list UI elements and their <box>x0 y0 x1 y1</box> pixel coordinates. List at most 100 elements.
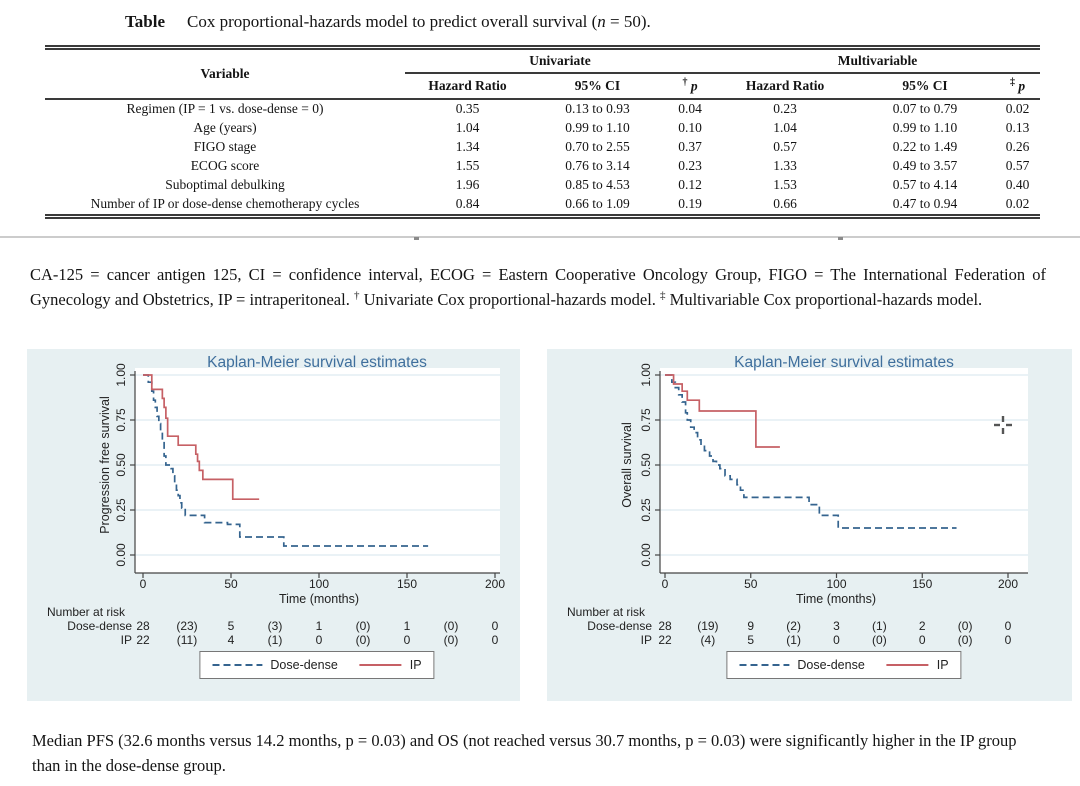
number-at-risk-value: 1 <box>315 619 323 633</box>
number-at-risk-row-label: IP <box>640 633 652 647</box>
table-row: Age (years) 1.04 0.99 to 1.10 0.10 1.04 0.99 … <box>45 119 1040 138</box>
group-header-multivariable: Multivariable <box>715 50 1041 74</box>
value-cell: 0.02 <box>1005 101 1030 116</box>
value-cell: 1.34 <box>455 139 480 154</box>
number-at-risk-value: (3) <box>267 619 283 633</box>
y-tick-label: 0.50 <box>639 453 653 477</box>
x-tick-label: 200 <box>484 577 506 591</box>
value-cell: 0.66 to 1.09 <box>565 196 630 211</box>
number-at-risk-value: 28 <box>136 619 150 633</box>
value-cell: 0.23 <box>773 101 797 116</box>
figure-caption: Median PFS (32.6 months versus 14.2 mont… <box>32 730 1017 776</box>
value-cell: 0.49 to 3.57 <box>892 158 958 173</box>
value-cell: 1.96 <box>455 177 480 192</box>
value-cell: 1.04 <box>773 120 797 135</box>
survival-curve-dose-dense <box>665 374 957 529</box>
column-header-ci-multi: 95% CI <box>855 73 996 100</box>
number-at-risk-value: 0 <box>1004 633 1012 647</box>
column-header-p-uni: † p <box>665 73 716 100</box>
number-at-risk-value: (0) <box>443 633 459 647</box>
number-at-risk-value: (0) <box>355 619 371 633</box>
legend: Dose-dense IP <box>726 651 962 679</box>
number-at-risk-value: (4) <box>700 633 716 647</box>
value-cell: 0.99 to 1.10 <box>892 120 958 135</box>
number-at-risk-value: 22 <box>658 633 672 647</box>
number-at-risk-value: 3 <box>833 619 840 633</box>
variable-cell: Regimen (IP = 1 vs. dose-dense = 0) <box>126 101 324 116</box>
column-header-ci-uni: 95% CI <box>530 73 665 100</box>
table-body: Regimen (IP = 1 vs. dose-dense = 0) 0.35 0… <box>45 99 1040 214</box>
dashed-line-icon <box>212 664 263 666</box>
value-cell: 0.40 <box>1005 177 1030 192</box>
value-cell: 0.13 to 0.93 <box>565 101 630 116</box>
table-row: FIGO stage 1.34 0.70 to 2.55 0.37 0.57 0.22 t… <box>45 138 1040 157</box>
crosshair-cursor-icon <box>994 416 1012 434</box>
solid-line-icon <box>359 664 402 666</box>
number-at-risk-value: 5 <box>747 633 755 647</box>
value-cell: 0.07 to 0.79 <box>892 101 958 116</box>
number-at-risk-value: (19) <box>697 619 719 633</box>
number-at-risk-value: (0) <box>957 633 973 647</box>
double-dagger-symbol: ‡ <box>1009 77 1015 88</box>
value-cell: 0.47 to 0.94 <box>892 196 958 211</box>
number-at-risk-value: (23) <box>176 619 198 633</box>
table-footnote: CA-125 = cancer antigen 125, CI = confid… <box>30 262 1046 312</box>
table-caption-text: Cox proportional-hazards model to predic… <box>187 12 598 31</box>
number-at-risk-value: 0 <box>491 633 499 647</box>
y-tick-label: 0.75 <box>114 408 128 432</box>
value-cell: 0.22 to 1.49 <box>892 139 958 154</box>
value-cell: 0.66 <box>773 196 797 211</box>
value-cell: 1.04 <box>455 120 480 135</box>
dashed-line-icon <box>739 664 790 666</box>
footnote-abbreviations: CA-125 = cancer antigen 125, CI = confid… <box>30 264 1046 309</box>
number-at-risk-row-label: Dose-dense <box>67 619 132 633</box>
double-dagger-symbol: ‡ <box>660 289 666 302</box>
value-cell: 0.85 to 4.53 <box>565 177 630 192</box>
value-cell: 0.12 <box>678 177 702 192</box>
number-at-risk-value: (0) <box>355 633 371 647</box>
y-tick-label: 1.00 <box>639 363 653 387</box>
variable-cell: Number of IP or dose-dense chemotherapy … <box>90 196 360 211</box>
km-panel-0: Kaplan-Meier survival estimates Progress… <box>27 349 520 701</box>
column-header-variable: Variable <box>45 50 405 100</box>
survival-curve-dose-dense <box>143 374 429 547</box>
number-at-risk-value: 0 <box>833 633 840 647</box>
table-caption-label: Table <box>125 12 166 31</box>
legend-label-ip: IP <box>409 658 422 672</box>
variable-cell: FIGO stage <box>193 139 257 154</box>
plot-area <box>660 368 1028 573</box>
footnote-multivariable: Multivariable Cox proportional-hazards m… <box>665 289 983 309</box>
variable-cell: Age (years) <box>193 120 257 135</box>
legend-label-dose-dense: Dose-dense <box>797 658 865 672</box>
number-at-risk-value: (1) <box>872 619 887 633</box>
y-tick-label: 0.50 <box>114 453 128 477</box>
y-tick-label: 1.00 <box>114 363 128 387</box>
table-sub-header-row: Hazard Ratio 95% CI † p Hazard Ratio 95%… <box>45 73 1041 100</box>
value-cell: 1.55 <box>455 158 480 173</box>
y-tick-label: 0.25 <box>114 498 128 522</box>
table-row: ECOG score 1.55 0.76 to 3.14 0.23 1.33 0.49 t… <box>45 157 1040 176</box>
number-at-risk-value: (1) <box>786 633 801 647</box>
cox-table-wrapper: Variable Univariate Multivariable Hazard… <box>45 45 1041 219</box>
table-row: Number of IP or dose-dense chemotherapy … <box>45 195 1040 214</box>
dagger-symbol: † <box>682 77 688 88</box>
survival-curve-ip <box>143 374 260 501</box>
number-at-risk-value: 0 <box>1004 619 1012 633</box>
horizontal-divider <box>0 236 1080 238</box>
x-axis-label: Time (months) <box>795 592 877 606</box>
x-tick-label: 150 <box>912 577 933 591</box>
chart-title: Kaplan-Meier survival estimates <box>734 354 954 371</box>
table-row: Suboptimal debulking 1.96 0.85 to 4.53 0.12… <box>45 176 1040 195</box>
cox-table: Variable Univariate Multivariable Hazard… <box>45 50 1041 214</box>
column-header-hr-uni: Hazard Ratio <box>405 73 530 100</box>
number-at-risk-value: 2 <box>918 619 926 633</box>
solid-line-icon <box>886 664 929 666</box>
divider-mark <box>838 237 843 240</box>
table-caption: Table Cox proportional-hazards model to p… <box>125 12 651 32</box>
km-panel-1: Kaplan-Meier survival estimates Overall … <box>547 349 1072 701</box>
x-tick-label: 0 <box>139 577 147 591</box>
x-axis-label: Time (months) <box>278 592 360 606</box>
value-cell: 0.57 <box>1005 158 1030 173</box>
value-cell: 0.02 <box>1005 196 1030 211</box>
